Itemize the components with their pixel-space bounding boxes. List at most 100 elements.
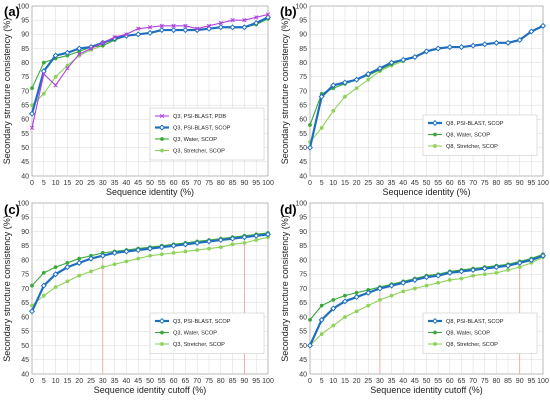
data-point [30, 86, 34, 91]
data-point [217, 24, 224, 31]
data-point [136, 256, 141, 261]
x-tick-label: 35 [388, 378, 396, 385]
y-tick-label: 75 [21, 272, 29, 279]
x-tick-label: 95 [252, 378, 260, 385]
legend-label: Q3, PSI-BLAST, PDB [173, 114, 226, 120]
data-point [88, 46, 94, 51]
data-point [306, 342, 314, 349]
data-point [182, 27, 189, 34]
data-point [365, 289, 372, 296]
x-tick-label: 10 [52, 180, 60, 187]
x-tick-label: 40 [399, 180, 407, 187]
data-point [64, 49, 71, 56]
x-tick-label: 55 [158, 378, 166, 385]
data-point [53, 83, 58, 88]
data-point [52, 52, 59, 59]
x-tick-label: 25 [87, 378, 95, 385]
y-tick-label: 40 [21, 371, 29, 378]
y-tick-label: 70 [21, 286, 29, 293]
x-tick-label: 25 [364, 180, 372, 187]
y-tick-label: 80 [21, 60, 29, 67]
y-tick-label: 95 [299, 18, 307, 25]
data-point [170, 27, 177, 34]
legend-label: Q3, Stretcher, SCOP [173, 342, 225, 348]
data-point [308, 317, 312, 322]
x-tick-label: 90 [516, 378, 524, 385]
data-point [354, 290, 359, 295]
data-point [388, 282, 395, 289]
data-point [229, 235, 236, 242]
legend: Q3, PSI-BLAST, PDB Q3, PSI-BLAST, SCOP Q3,… [149, 107, 265, 161]
legend-swatch-marker [159, 113, 165, 119]
data-point [53, 74, 58, 79]
legend-swatch-marker [433, 330, 437, 335]
data-point [436, 280, 441, 285]
x-tick-label: 90 [241, 180, 249, 187]
series-1 [306, 252, 547, 349]
data-point [159, 23, 164, 28]
y-tick-label: 45 [299, 357, 307, 364]
x-tick-label: 80 [217, 378, 225, 385]
x-tick-label: 100 [537, 378, 549, 385]
data-point [505, 262, 512, 269]
legend-label: Q3, PSI-BLAST, SCOP [173, 319, 231, 325]
x-tick-label: 20 [75, 378, 83, 385]
data-point [28, 308, 36, 315]
x-tick-label: 30 [376, 180, 384, 187]
x-tick-label: 15 [341, 378, 349, 385]
x-tick-label: 0 [30, 180, 34, 187]
legend-label: Q8, Stretcher, SCOP [446, 144, 498, 150]
x-tick-label: 30 [99, 378, 107, 385]
data-point [458, 44, 465, 51]
x-tick-label: 10 [52, 378, 60, 385]
x-tick-label: 50 [146, 180, 154, 187]
data-point [76, 259, 83, 266]
data-point [65, 66, 70, 71]
x-tick-label: 75 [481, 378, 489, 385]
legend-label: Q3, PSI-BLAST, SCOP [173, 126, 231, 132]
x-tick-label: 70 [469, 378, 477, 385]
data-point [376, 285, 383, 292]
data-point [389, 293, 394, 298]
data-point [446, 44, 453, 51]
data-point [146, 29, 154, 36]
x-tick-label: 65 [182, 378, 190, 385]
data-point [528, 28, 535, 35]
data-point [41, 60, 46, 65]
data-point [205, 238, 213, 245]
x-tick-label: 50 [423, 378, 431, 385]
data-point [40, 282, 47, 289]
x-tick-label: 75 [205, 180, 213, 187]
y-tick-label: 85 [21, 46, 29, 53]
data-point [388, 59, 395, 66]
x-tick-label: 85 [504, 378, 512, 385]
data-point [401, 289, 406, 294]
data-point [183, 249, 188, 254]
data-point [318, 316, 325, 323]
y-tick-label: 95 [21, 18, 29, 25]
data-point [254, 15, 259, 20]
y-tick-label: 45 [299, 159, 307, 166]
series-3 [308, 255, 545, 348]
data-point [470, 42, 477, 49]
data-point [482, 272, 487, 277]
x-tick-label: 45 [411, 378, 419, 385]
x-tick-label: 95 [252, 180, 260, 187]
data-point [41, 270, 46, 275]
x-tick-label: 35 [111, 378, 119, 385]
x-tick-label: 80 [217, 180, 225, 187]
data-point [318, 93, 325, 100]
y-tick-label: 60 [21, 117, 29, 124]
legend-box [149, 312, 265, 354]
data-point [254, 238, 259, 243]
data-point [124, 32, 129, 37]
series-1 [28, 231, 272, 315]
data-point [135, 247, 142, 254]
legend-label: Q3, Water, SCOP [173, 137, 217, 143]
legend-swatch-marker [433, 132, 437, 137]
data-point [331, 108, 336, 113]
y-tick-label: 50 [299, 145, 307, 152]
data-point [77, 273, 82, 278]
data-point [341, 298, 348, 305]
